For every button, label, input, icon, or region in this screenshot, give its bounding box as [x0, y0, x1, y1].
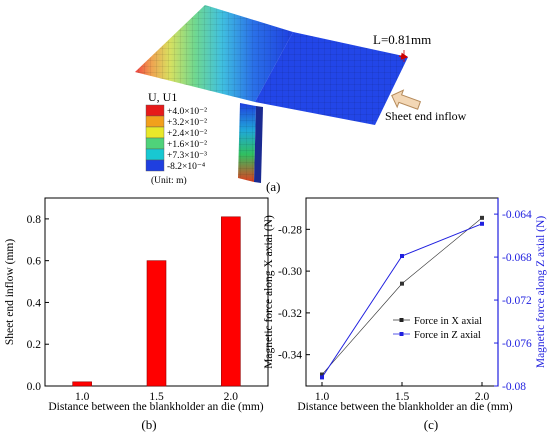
series-point: [480, 215, 484, 220]
bar-xlabel: Distance between the blankholder an die …: [48, 401, 263, 413]
line-ytick-left-label: -0.30: [278, 266, 302, 278]
legend-entry: +3.2×10⁻²: [167, 118, 207, 128]
line-ytick-right-label: -0.068: [502, 252, 532, 264]
line-ytick-right-label: -0.072: [502, 295, 532, 307]
line-legend: Force in X axial Force in Z axial: [393, 316, 482, 341]
bar: [221, 216, 241, 387]
panel-a: L=0.81mm Sheet end inflow U, U1 +4.0×10⁻…: [135, 5, 467, 194]
line-xtick-label: 1.5: [395, 391, 410, 403]
line-ytick-left-label: -0.32: [278, 308, 302, 320]
legend-marker-x: [399, 318, 404, 322]
series-point: [480, 221, 484, 226]
bar-ytick-label: 0.8: [27, 214, 42, 226]
legend-entry: -8.2×10⁻⁴: [167, 162, 206, 172]
legend-label-z: Force in Z axial: [414, 330, 481, 341]
legend-marker-z: [399, 332, 404, 336]
bar-xtick-label: 1.5: [149, 391, 164, 403]
line-ylabel-right: Magnetic force along Z axial (N): [535, 216, 547, 368]
caption-c: (c): [424, 417, 438, 432]
caption-a: (a): [266, 179, 280, 194]
line-ytick-left-label: -0.28: [278, 224, 302, 236]
series-line: [321, 223, 483, 378]
legend-entry: +1.6×10⁻²: [167, 140, 207, 150]
dimension-label: L=0.81mm: [373, 32, 431, 47]
legend-entry: +7.3×10⁻³: [167, 151, 207, 161]
legend-swatch: [145, 104, 165, 117]
series-point: [320, 375, 324, 380]
legend-swatch: [145, 115, 165, 128]
panel-c: -0.28 -0.30 -0.32 -0.34 -0.064 -0.068 -0.072 -0…: [263, 197, 547, 432]
bar: [72, 381, 92, 387]
line-ytick-left-label: -0.34: [278, 350, 302, 362]
line-ytick-right-label: -0.076: [502, 338, 532, 350]
legend-entry: +4.0×10⁻²: [167, 107, 207, 117]
deformed-sheet-model: [135, 5, 408, 183]
series-point: [400, 254, 404, 259]
series-line: [321, 217, 483, 375]
legend-swatch: [145, 148, 165, 161]
legend-swatch: [145, 126, 165, 139]
bar-ylabel: Sheet end inflow (mm): [4, 239, 16, 346]
bar-ytick-label: 0.2: [27, 339, 42, 351]
panel-b: 0.0 0.2 0.4 0.6 0.8 1.0 1.5 2.0 Sheet end inflo…: [4, 197, 269, 432]
bar-ytick-label: 0.6: [27, 256, 42, 268]
bar-xtick-label: 2.0: [224, 391, 239, 403]
line-xtick-label: 1.0: [315, 391, 330, 403]
series-point: [400, 281, 404, 286]
bar-xtick-label: 1.0: [75, 391, 90, 403]
legend-label-x: Force in X axial: [414, 316, 482, 327]
line-ytick-right-label: -0.064: [502, 209, 532, 221]
caption-b: (b): [141, 417, 156, 432]
legend-entry: +2.4×10⁻²: [167, 129, 207, 139]
line-ytick-right-label: -0.08: [502, 381, 526, 393]
legend-swatch: [145, 159, 165, 172]
legend-swatch: [145, 137, 165, 150]
legend-unit: (Unit: m): [151, 175, 187, 186]
series-point: [320, 372, 324, 377]
dimension-marker: L=0.81mm: [373, 32, 431, 62]
line-xlabel: Distance between the blankholder an die …: [297, 401, 512, 413]
bar-ytick-label: 0.4: [27, 297, 42, 309]
inflow-arrow: Sheet end inflow: [385, 89, 467, 123]
inflow-label: Sheet end inflow: [385, 109, 467, 123]
line-ylabel-left: Magnetic force along X axial (N): [263, 215, 275, 369]
line-xtick-label: 2.0: [475, 391, 490, 403]
bar: [146, 260, 167, 387]
contour-legend: U, U1 +4.0×10⁻²+3.2×10⁻²+2.4×10⁻²+1.6×10…: [145, 90, 207, 186]
contour-title: U, U1: [148, 90, 177, 104]
bar-ytick-label: 0.0: [27, 381, 42, 393]
